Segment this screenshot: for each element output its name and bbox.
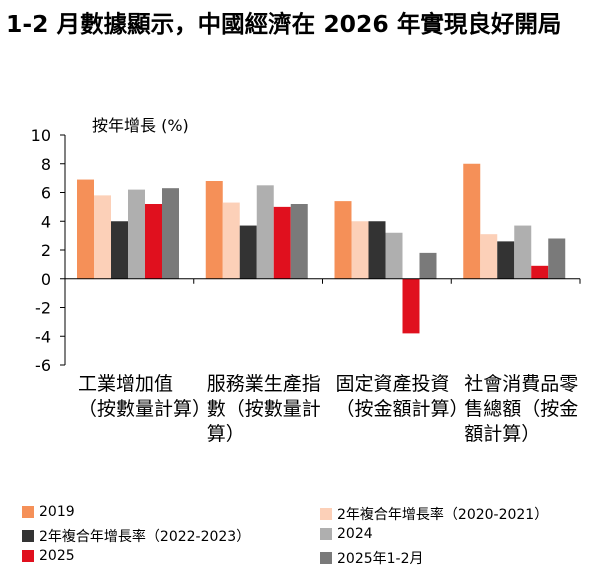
bar-1-4 <box>273 206 291 279</box>
y-tick-label: 6 <box>41 184 51 203</box>
bar-0-1 <box>94 195 111 279</box>
bar-0-5 <box>162 188 179 279</box>
bar-0-2 <box>111 221 128 279</box>
category-label: 固定資產投資（按金額計算） <box>335 373 469 420</box>
bar-3-1 <box>480 234 498 279</box>
y-tick-label: 4 <box>41 212 51 231</box>
page-title: 1-2 月數據顯示，中國經濟在 2026 年實現良好開局 <box>6 10 562 38</box>
bar-3-4 <box>531 265 549 279</box>
bar-0-0 <box>77 179 94 279</box>
y-axis-label: 按年增長 (%) <box>92 116 189 135</box>
bar-2-4 <box>402 278 420 334</box>
y-tick-label: 8 <box>41 155 51 174</box>
bar-1-5 <box>290 204 308 279</box>
category-label: 工業增加值（按數量計算） <box>78 373 212 420</box>
y-tick-label: 0 <box>41 270 51 289</box>
category-label: 社會消費品零售總額（按金額計算） <box>464 373 579 445</box>
bar-2-1 <box>351 221 369 279</box>
bar-1-0 <box>205 181 223 279</box>
bar-3-2 <box>497 241 515 279</box>
bar-0-4 <box>145 204 162 279</box>
bar-0-3 <box>128 189 145 279</box>
y-tick-label: -2 <box>35 299 51 318</box>
category-label: 服務業生產指數（按數量計算） <box>206 373 321 445</box>
bar-1-3 <box>256 185 274 279</box>
bar-2-0 <box>334 201 352 279</box>
bar-1-1 <box>222 202 240 279</box>
y-tick-label: 2 <box>41 241 51 260</box>
bar-3-5 <box>548 238 566 279</box>
y-tick-label: -4 <box>35 327 51 346</box>
bar-2-3 <box>385 232 403 279</box>
y-tick-label: -6 <box>35 356 51 375</box>
bar-2-2 <box>368 221 386 279</box>
bar-1-2 <box>239 225 257 279</box>
y-tick-label: 10 <box>31 126 51 145</box>
bar-3-0 <box>463 163 481 279</box>
bar-2-5 <box>419 252 437 279</box>
bar-3-3 <box>514 225 532 279</box>
